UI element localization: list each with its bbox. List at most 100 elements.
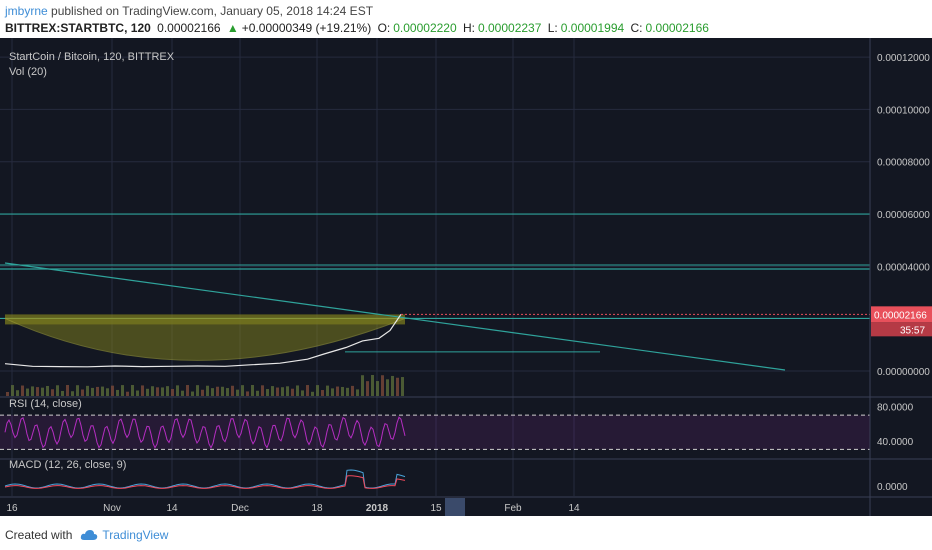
- volume-bar: [241, 385, 244, 396]
- volume-bar: [191, 391, 194, 396]
- price-pane: [0, 213, 870, 396]
- volume-bar: [196, 385, 199, 396]
- volume-bar: [221, 386, 224, 396]
- volume-bar: [76, 385, 79, 396]
- macd-tick-label: 0.0000: [877, 482, 908, 493]
- volume-bar: [71, 391, 74, 396]
- volume-bar: [31, 386, 34, 396]
- rsi-band-fill: [0, 415, 870, 450]
- price-series-line: [4, 313, 402, 368]
- author-link[interactable]: jmbyrne: [5, 4, 48, 18]
- volume-bar: [321, 390, 324, 396]
- x-tick-label: 14: [568, 503, 580, 514]
- symbol-bar: BITTREX:STARTBTC, 120 0.00002166 ▲ +0.000…: [5, 21, 712, 35]
- volume-bar: [341, 386, 344, 396]
- volume-bar: [271, 386, 274, 396]
- time-axis-highlight: [445, 498, 465, 516]
- volume-bar: [131, 385, 134, 396]
- high-label: H:: [463, 21, 475, 35]
- up-arrow-icon: ▲: [226, 21, 239, 35]
- high-value: 0.00002237: [478, 21, 542, 35]
- created-with-text: Created with: [5, 528, 73, 542]
- volume-bar: [186, 385, 189, 396]
- volume-bar: [301, 390, 304, 396]
- volume-bar: [256, 390, 259, 396]
- volume-bar: [151, 386, 154, 396]
- volume-bar: [81, 389, 84, 396]
- volume-bar: [206, 385, 209, 396]
- macd-label: MACD (12, 26, close, 9): [9, 459, 126, 471]
- volume-bar: [46, 385, 49, 396]
- low-label: L:: [547, 21, 558, 35]
- symbol-label: BITTREX:STARTBTC, 120: [5, 21, 151, 35]
- volume-bar: [311, 391, 314, 396]
- volume-bar: [306, 385, 309, 396]
- rsi-tick-label: 80.0000: [877, 403, 914, 414]
- low-value: 0.00001994: [560, 21, 625, 35]
- close-label: C:: [630, 21, 643, 35]
- chart-title: StartCoin / Bitcoin, 120, BITTREX: [9, 51, 175, 63]
- volume-bar: [36, 387, 39, 396]
- last-price: 0.00002166: [157, 21, 221, 35]
- volume-bar: [216, 386, 219, 396]
- volume-bar: [291, 388, 294, 396]
- volume-bar: [401, 377, 404, 396]
- volume-bar: [126, 391, 129, 396]
- last-price-tag: [871, 306, 932, 323]
- volume-bar: [121, 385, 124, 396]
- volume-bar: [26, 388, 29, 396]
- rsi-pane: [0, 414, 870, 450]
- x-tick-label: 14: [166, 503, 178, 514]
- trading-chart[interactable]: 0.00012000 0.00010000 0.00008000 0.00006000…: [0, 38, 932, 516]
- volume-bar: [176, 385, 179, 396]
- volume-bar: [66, 385, 69, 396]
- countdown-value: 35:57: [900, 325, 925, 336]
- volume-bar: [171, 388, 174, 396]
- x-tick-label: 2018: [366, 503, 389, 514]
- volume-bar: [251, 385, 254, 396]
- footer: Created with TradingView: [5, 528, 168, 542]
- volume-bar: [366, 381, 369, 396]
- volume-bar: [386, 379, 389, 396]
- y-tick-label: 0.00000000: [877, 367, 930, 378]
- rsi-tick-label: 40.0000: [877, 437, 914, 448]
- volume-bar: [16, 390, 19, 396]
- volume-bar: [231, 385, 234, 396]
- cup-pattern: [4, 317, 406, 361]
- published-text: published on TradingView.com, January 05…: [51, 4, 374, 18]
- x-tick-label: Dec: [231, 503, 249, 514]
- macd-signal-line: [4, 475, 406, 489]
- grid-lines: [0, 38, 870, 496]
- volume-bar: [111, 385, 114, 396]
- volume-bar: [161, 387, 164, 396]
- volume-bar: [336, 386, 339, 396]
- volume-bar: [106, 388, 109, 396]
- volume-bar: [51, 389, 54, 396]
- volume-bar: [6, 392, 9, 396]
- volume-bar: [376, 381, 379, 396]
- x-tick-label: Feb: [504, 503, 522, 514]
- volume-bar: [351, 385, 354, 396]
- volume-bar: [381, 375, 384, 396]
- volume-bar: [281, 387, 284, 396]
- volume-bar: [211, 388, 214, 396]
- volume-bar: [96, 386, 99, 396]
- axes: 0.00012000 0.00010000 0.00008000 0.00006000…: [0, 38, 932, 516]
- y-tick-label: 0.00006000: [877, 210, 930, 221]
- volume-bar: [101, 386, 104, 396]
- volume-bar: [371, 375, 374, 396]
- y-tick-label: 0.00004000: [877, 262, 930, 273]
- change-value: +0.00000349 (+19.21%): [241, 21, 372, 35]
- volume-bar: [316, 385, 319, 396]
- volume-indicator-label: Vol (20): [9, 66, 47, 78]
- volume-bar: [146, 388, 149, 396]
- volume-bar: [136, 390, 139, 396]
- volume-bar: [201, 389, 204, 396]
- x-tick-label: 18: [311, 503, 323, 514]
- x-tick-label: 15: [430, 503, 442, 514]
- y-tick-label: 0.00012000: [877, 53, 930, 64]
- chart-background: [0, 38, 932, 516]
- tradingview-brand-link[interactable]: TradingView: [102, 528, 169, 542]
- rsi-label: RSI (14, close): [9, 398, 82, 410]
- volume-bar: [236, 389, 239, 396]
